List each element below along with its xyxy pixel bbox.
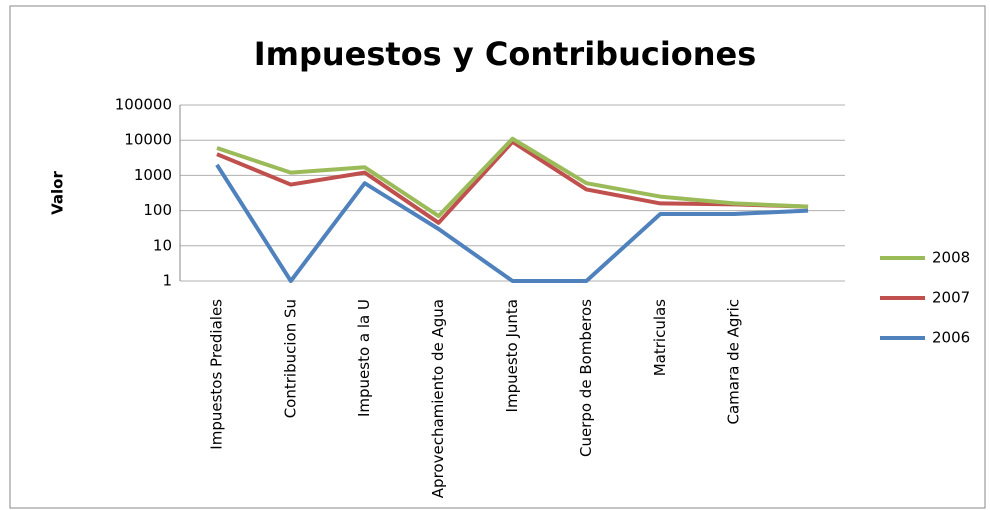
series-line — [216, 139, 809, 225]
x-tick-label: Contribucion Su — [281, 299, 299, 418]
x-tick-label: Camara de Agric — [725, 299, 743, 424]
y-axis-label: Valor — [49, 171, 67, 215]
y-tick-label: 100 — [143, 201, 172, 219]
y-tick-label: 10000 — [124, 131, 172, 149]
y-tick-label: 1 — [162, 272, 172, 290]
series-line — [215, 163, 809, 283]
chart-frame — [9, 5, 986, 509]
y-tick-label: 1000 — [134, 166, 172, 184]
chart-title: Impuestos y Contribuciones — [254, 35, 757, 73]
y-tick-label: 10 — [153, 236, 172, 254]
x-tick-label: Aprovechamiento de Agua — [429, 299, 447, 498]
legend-label: 2007 — [932, 289, 970, 307]
x-tick-label: Matriculas — [651, 299, 669, 376]
x-tick-label: Cuerpo de Bomberos — [577, 299, 595, 457]
y-tick-label: 100000 — [115, 96, 172, 114]
x-tick-label: Impuesto a la U — [355, 299, 373, 417]
x-tick-label: Impuesto Junta — [503, 299, 521, 412]
legend-label: 2008 — [932, 249, 970, 267]
legend-label: 2006 — [932, 329, 970, 347]
series-line — [216, 136, 809, 219]
x-tick-label: Impuestos Prediales — [207, 299, 225, 450]
